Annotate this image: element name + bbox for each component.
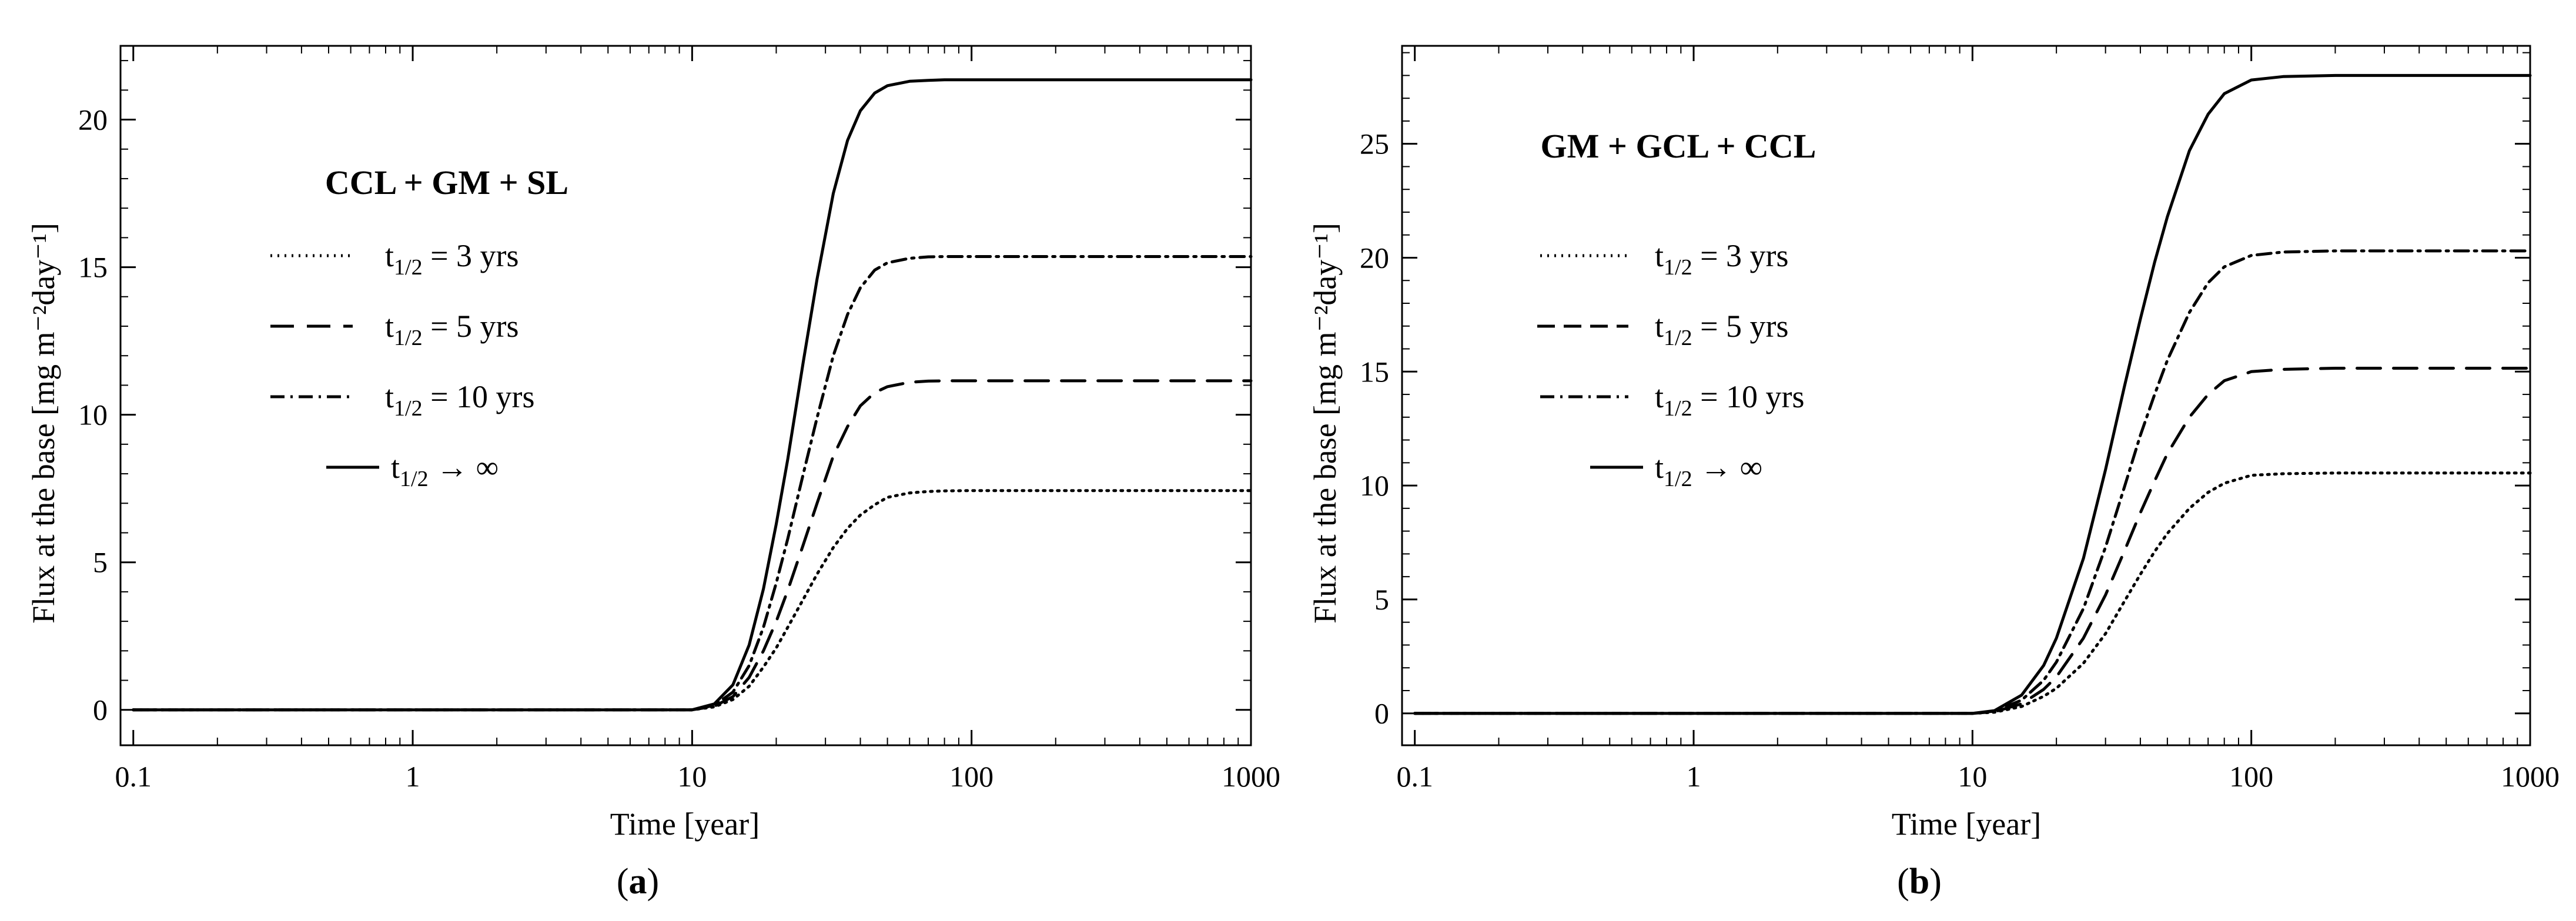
legend-label: t1/2 → ∞ [391,450,499,491]
legend-entry: t1/2 = 3 yrs [270,238,519,280]
legend-entry: t1/2 → ∞ [1590,450,1762,491]
legend-entry: t1/2 = 5 yrs [1537,309,1789,350]
legend-entry: t1/2 = 5 yrs [270,309,519,350]
plot-frame [1401,45,2531,746]
y-tick-label: 20 [78,103,108,136]
x-tick-label: 0.1 [1396,760,1433,793]
legend-label: t1/2 = 10 yrs [1655,379,1805,421]
y-tick-label: 0 [1374,697,1389,730]
series-line-dashed [132,379,1253,712]
x-tick-label: 10 [677,760,707,793]
chart-panel-b: GM + GCL + CCL Time [year] Flux at the b… [1307,45,2560,902]
axes: 0.1 1 10 100 1000 0 5 10 15 20 [78,45,1280,793]
x-tick-label: 100 [949,760,993,793]
series-line-dashdot [1413,249,2532,715]
chart-title: GM + GCL + CCL [1541,127,1816,165]
y-tick-label: 15 [78,251,108,284]
y-tick-label: 10 [1360,469,1389,502]
legend-entry: t1/2 → ∞ [326,450,499,491]
caption-open: ( [1897,862,1909,902]
series-line-solid [132,78,1253,712]
legend-label: t1/2 = 5 yrs [1655,309,1789,350]
caption-close: ) [1929,862,1942,902]
y-axis-title: Flux at the base [mg m⁻²day⁻¹] [26,223,61,624]
x-tick-label: 1 [406,760,420,793]
caption-letter: a [629,862,647,902]
y-axis-title: Flux at the base [mg m⁻²day⁻¹] [1307,223,1343,624]
x-tick-label: 100 [2229,760,2273,793]
y-tick-label: 5 [1374,583,1389,616]
caption-letter: b [1909,862,1929,902]
x-axis-title: Time [year] [610,806,760,842]
chart-panel-a: CCL + GM + SL Time [year] Flux at the ba… [26,45,1280,902]
legend-entry: t1/2 = 10 yrs [1540,379,1805,421]
legend-label: t1/2 = 5 yrs [385,309,519,350]
y-tick-label: 25 [1360,128,1389,160]
series-line-dashed [1413,367,2532,715]
series-line-dotted [1413,471,2532,715]
chart-title: CCL + GM + SL [325,163,568,202]
y-tick-label: 10 [78,398,108,431]
legend-entry: t1/2 = 3 yrs [1540,238,1789,280]
y-tick-label: 5 [93,546,108,579]
legend-label: t1/2 = 10 yrs [385,379,535,421]
legend-label: t1/2 → ∞ [1655,450,1762,491]
y-tick-label: 20 [1360,241,1389,274]
panel-caption: (a) [617,862,659,902]
x-axis-title: Time [year] [1892,806,2041,842]
x-tick-label: 1000 [2501,760,2560,793]
legend-label: t1/2 = 3 yrs [385,238,519,280]
legend-entry: t1/2 = 10 yrs [270,379,535,421]
x-tick-label: 1 [1687,760,1701,793]
series-line-dashdot [132,255,1253,712]
x-tick-label: 0.1 [115,760,152,793]
panel-caption: (b) [1897,862,1942,902]
x-tick-label: 10 [1958,760,1987,793]
x-tick-label: 1000 [1222,760,1280,793]
legend: t1/2 = 3 yrs t1/2 = 5 yrs t1/2 = 10 yrs … [270,238,535,491]
caption-open: ( [617,862,629,902]
y-tick-label: 0 [93,694,108,726]
series-line-solid [1413,73,2532,715]
caption-close: ) [647,862,660,902]
plot-frame [119,45,1252,746]
legend: t1/2 = 3 yrs t1/2 = 5 yrs t1/2 = 10 yrs … [1537,238,1805,491]
axes: 0.1 1 10 100 1000 0 5 10 15 20 25 [1360,45,2560,793]
legend-label: t1/2 = 3 yrs [1655,238,1789,280]
y-tick-label: 15 [1360,355,1389,388]
series-line-dotted [132,489,1253,712]
